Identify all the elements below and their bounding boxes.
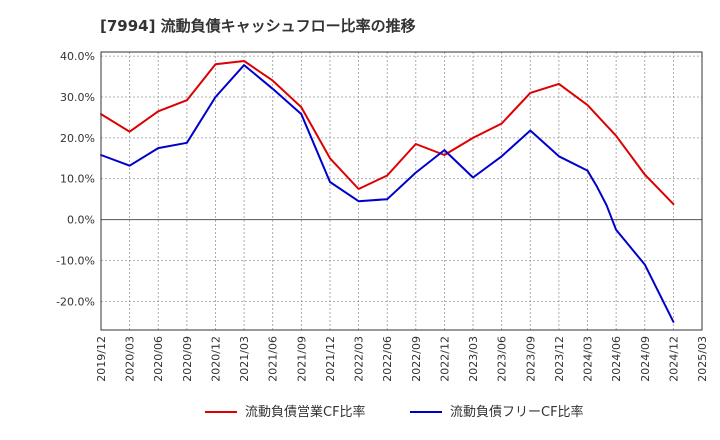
x-tick-label: 2023/06 xyxy=(496,336,509,382)
series-lines xyxy=(100,60,675,323)
x-tick-label: 2024/03 xyxy=(582,336,595,382)
x-tick-label: 2022/06 xyxy=(381,336,394,382)
x-tick-label: 2024/06 xyxy=(610,336,623,382)
legend-label-2: 流動負債フリーCF比率 xyxy=(450,404,584,420)
y-tick-label: -10.0% xyxy=(56,255,95,268)
grid xyxy=(100,52,703,330)
x-tick-label: 2022/09 xyxy=(410,336,423,382)
x-tick-label: 2023/09 xyxy=(524,336,537,382)
x-tick-label: 2022/12 xyxy=(438,336,451,382)
x-tick-label: 2023/12 xyxy=(553,336,566,382)
legend: 流動負債営業CF比率 流動負債フリーCF比率 xyxy=(205,404,584,420)
y-axis-ticks: -20.0% -10.0% 0.0% 10.0% 20.0% 30.0% 40.0% xyxy=(56,50,95,308)
y-tick-label: 20.0% xyxy=(60,132,95,145)
legend-label-1: 流動負債営業CF比率 xyxy=(245,404,366,420)
x-axis-ticks: 2019/12 2020/03 2020/06 2020/09 2020/12 2021/… xyxy=(95,336,709,382)
y-tick-label: -20.0% xyxy=(56,295,95,308)
y-tick-label: 30.0% xyxy=(60,91,95,104)
x-tick-label: 2020/06 xyxy=(152,336,165,382)
y-tick-label: 10.0% xyxy=(60,173,95,186)
x-tick-label: 2023/03 xyxy=(467,336,480,382)
x-tick-label: 2021/09 xyxy=(295,336,308,382)
x-tick-label: 2020/12 xyxy=(209,336,222,382)
x-tick-label: 2020/03 xyxy=(124,336,137,382)
x-tick-label: 2024/12 xyxy=(667,336,680,382)
series-line-1 xyxy=(100,60,675,206)
x-tick-label: 2024/09 xyxy=(639,336,652,382)
y-tick-label: 40.0% xyxy=(60,50,95,63)
x-tick-label: 2021/03 xyxy=(238,336,251,382)
x-tick-label: 2021/06 xyxy=(267,336,280,382)
x-tick-label: 2021/12 xyxy=(324,336,337,382)
x-tick-label: 2025/03 xyxy=(696,336,709,382)
chart-title: [7994] 流動負債キャッシュフロー比率の推移 xyxy=(100,17,416,35)
plot-frame xyxy=(100,51,703,331)
y-tick-label: 0.0% xyxy=(67,214,95,227)
series-line-2 xyxy=(100,64,675,323)
x-tick-label: 2022/03 xyxy=(353,336,366,382)
x-tick-label: 2020/09 xyxy=(181,336,194,382)
x-tick-label: 2019/12 xyxy=(95,336,108,382)
